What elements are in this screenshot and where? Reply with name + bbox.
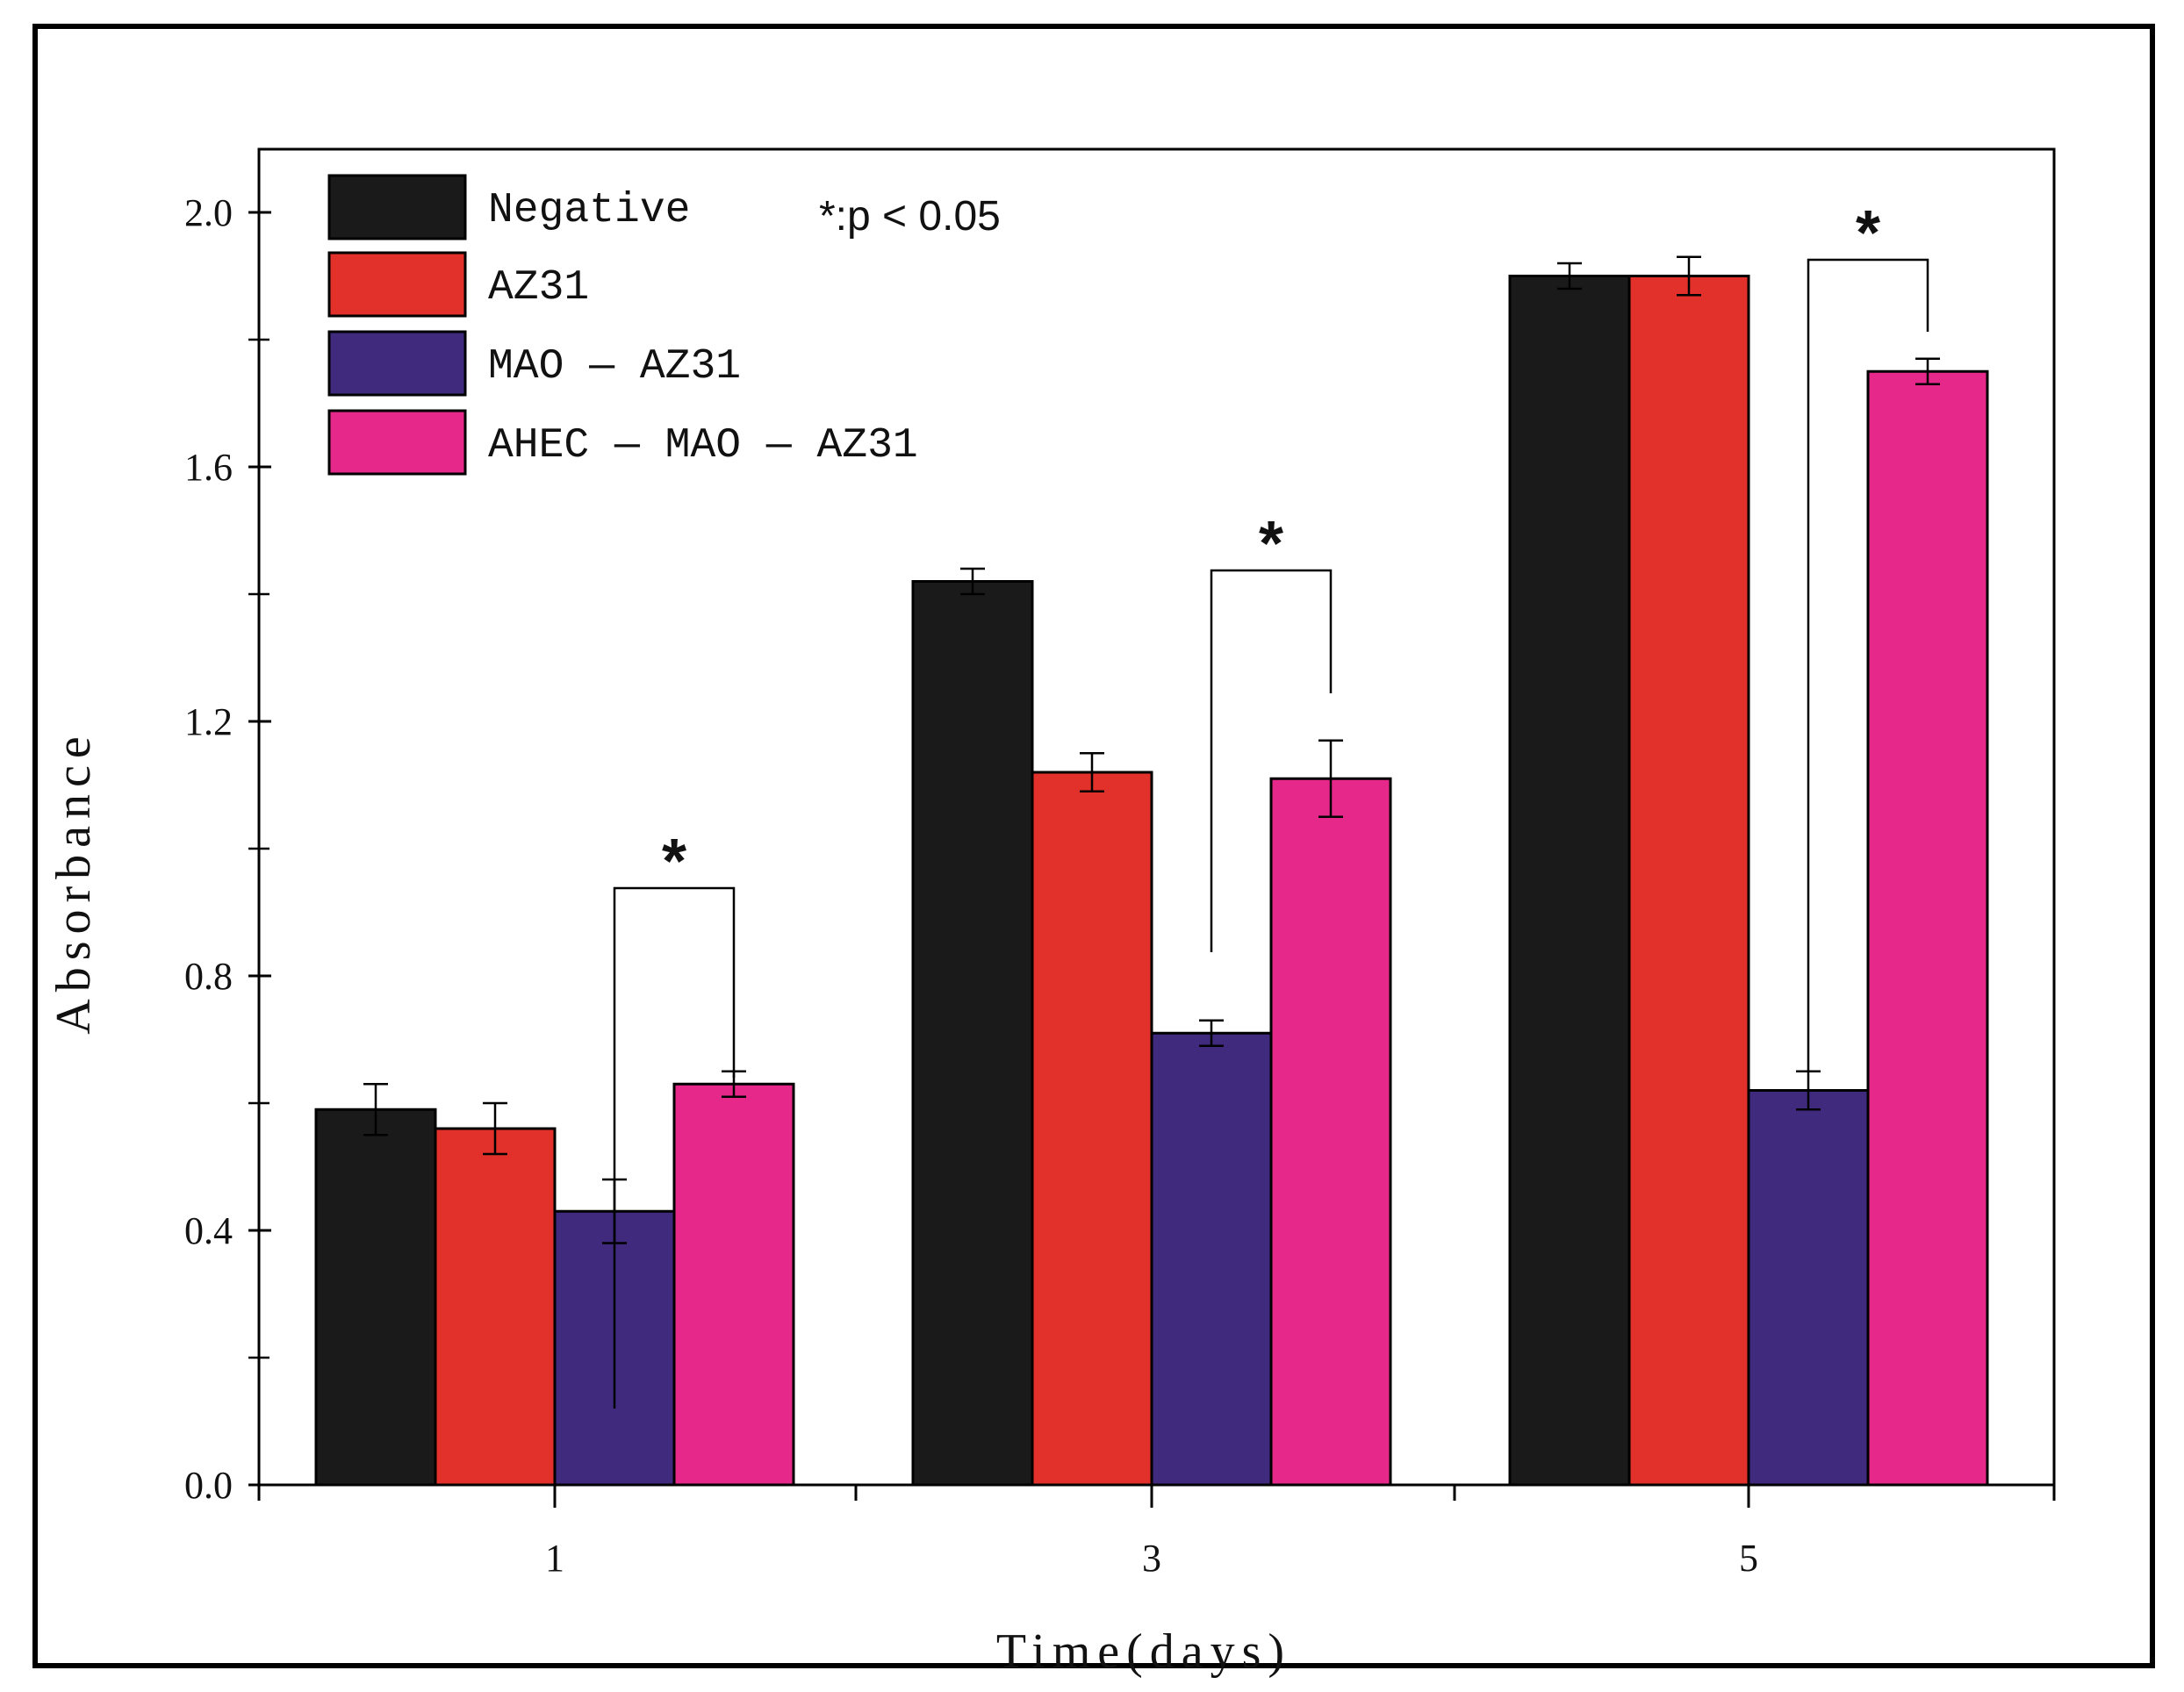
legend-label-ahec-mao-az31: AHEC — MAO — AZ31 — [488, 422, 918, 470]
bar-negative-day5 — [1508, 275, 1631, 1487]
x-tick-label-5: 5 — [1739, 1537, 1758, 1580]
bar-az31-day1 — [434, 1127, 557, 1487]
significance-layer: * * * — [613, 198, 1929, 1409]
y-tick-label: 0.4 — [184, 1209, 233, 1252]
bar-ahec-mao-az31-day3 — [1269, 777, 1392, 1487]
y-tick-label: 2.0 — [184, 191, 233, 234]
legend-swatch-ahec-mao-az31 — [327, 409, 467, 476]
significance-bracket-day3 — [1210, 569, 1333, 952]
y-tick-label: 1.2 — [184, 700, 233, 743]
bar-ahec-mao-az31-day5 — [1866, 369, 1989, 1487]
legend-swatch-negative — [327, 174, 467, 240]
significance-star-day3: * — [1259, 509, 1283, 579]
significance-star-day1: * — [662, 827, 686, 897]
legend: Negative AZ31 MAO — AZ31 AHEC — MAO — AZ31 — [327, 174, 918, 476]
y-axis-title: Absorbance — [47, 729, 101, 1034]
legend-label-az31: AZ31 — [488, 264, 589, 312]
significance-star-day5: * — [1856, 198, 1880, 269]
y-tick-label: 0.0 — [184, 1464, 233, 1507]
legend-label-mao-az31: MAO — AZ31 — [488, 343, 741, 391]
x-axis-title: Time(days) — [996, 1624, 1291, 1679]
significance-bracket-day5 — [1807, 258, 1929, 1072]
bar-ahec-mao-az31-day1 — [672, 1082, 795, 1487]
bar-mao-az31-day3 — [1150, 1031, 1273, 1487]
significance-note: *:p < 0.05 — [819, 193, 1001, 240]
bar-az31-day3 — [1031, 771, 1153, 1487]
bar-negative-day1 — [314, 1108, 437, 1487]
x-tick-label-3: 3 — [1142, 1537, 1161, 1580]
x-tick-label-1: 1 — [545, 1537, 564, 1580]
plot-area-border — [257, 147, 2056, 1487]
figure-frame — [32, 24, 2155, 1668]
axes-layer: 0.0 0.4 0.8 1.2 1.6 2.0 1 3 5 — [184, 191, 2056, 1580]
legend-swatch-mao-az31 — [327, 330, 467, 397]
bar-negative-day3 — [911, 580, 1034, 1487]
y-tick-label: 0.8 — [184, 955, 233, 998]
significance-bracket-day1 — [613, 886, 736, 1409]
bar-mao-az31-day5 — [1747, 1089, 1870, 1487]
legend-label-negative: Negative — [488, 187, 690, 234]
bar-az31-day5 — [1627, 275, 1750, 1487]
legend-swatch-az31 — [327, 251, 467, 318]
y-tick-label: 1.6 — [184, 446, 233, 489]
